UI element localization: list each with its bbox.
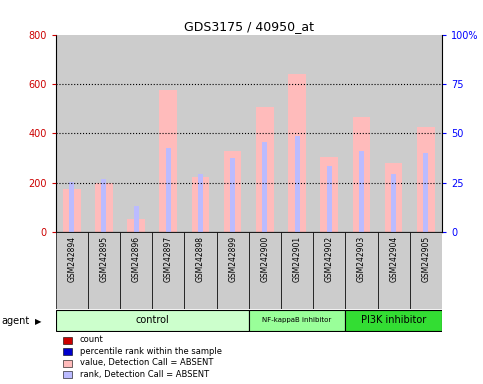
Bar: [120, 35, 152, 232]
Bar: [69, 182, 74, 232]
Text: GSM242900: GSM242900: [260, 236, 270, 282]
Text: NF-kappaB inhibitor: NF-kappaB inhibitor: [262, 317, 332, 323]
Bar: [385, 163, 402, 232]
Bar: [88, 35, 120, 232]
Bar: [410, 232, 442, 309]
Text: control: control: [135, 315, 169, 325]
Text: GSM242903: GSM242903: [357, 236, 366, 282]
Bar: [327, 166, 332, 232]
Text: percentile rank within the sample: percentile rank within the sample: [80, 347, 222, 356]
Bar: [262, 142, 267, 232]
Bar: [152, 232, 185, 309]
Bar: [56, 35, 88, 232]
Title: GDS3175 / 40950_at: GDS3175 / 40950_at: [184, 20, 314, 33]
Bar: [120, 232, 152, 309]
Bar: [249, 35, 281, 232]
Text: agent: agent: [1, 316, 29, 326]
Bar: [56, 232, 88, 309]
Bar: [345, 310, 442, 331]
Bar: [192, 177, 209, 232]
Bar: [345, 35, 378, 232]
Bar: [410, 35, 442, 232]
Bar: [198, 174, 203, 232]
Text: PI3K inhibitor: PI3K inhibitor: [361, 315, 426, 325]
Bar: [127, 219, 145, 232]
Bar: [249, 232, 281, 309]
Text: ▶: ▶: [35, 317, 41, 326]
Bar: [152, 35, 185, 232]
Bar: [288, 74, 306, 232]
Text: GSM242905: GSM242905: [421, 236, 430, 282]
Bar: [313, 35, 345, 232]
Bar: [95, 183, 113, 232]
Bar: [63, 189, 81, 232]
Text: count: count: [80, 335, 103, 344]
Bar: [56, 310, 249, 331]
Bar: [313, 232, 345, 309]
Text: GSM242896: GSM242896: [131, 236, 141, 282]
Bar: [424, 153, 428, 232]
Bar: [281, 35, 313, 232]
Text: GSM242901: GSM242901: [293, 236, 301, 282]
Bar: [378, 232, 410, 309]
Text: GSM242904: GSM242904: [389, 236, 398, 282]
Text: value, Detection Call = ABSENT: value, Detection Call = ABSENT: [80, 358, 213, 367]
Text: GSM242894: GSM242894: [67, 236, 76, 282]
Bar: [185, 35, 216, 232]
Bar: [166, 148, 170, 232]
Bar: [185, 232, 216, 309]
Bar: [159, 90, 177, 232]
Bar: [320, 157, 338, 232]
Bar: [353, 118, 370, 232]
Bar: [88, 232, 120, 309]
Bar: [417, 127, 435, 232]
Bar: [134, 206, 139, 232]
Bar: [378, 35, 410, 232]
Bar: [359, 151, 364, 232]
Bar: [295, 136, 299, 232]
Bar: [224, 151, 242, 232]
Bar: [256, 108, 274, 232]
Text: GSM242898: GSM242898: [196, 236, 205, 282]
Text: rank, Detection Call = ABSENT: rank, Detection Call = ABSENT: [80, 370, 209, 379]
Bar: [230, 158, 235, 232]
Bar: [249, 310, 345, 331]
Text: GSM242899: GSM242899: [228, 236, 237, 282]
Bar: [391, 174, 396, 232]
Bar: [101, 179, 106, 232]
Bar: [216, 232, 249, 309]
Bar: [216, 35, 249, 232]
Text: GSM242895: GSM242895: [99, 236, 108, 282]
Bar: [345, 232, 378, 309]
Bar: [281, 232, 313, 309]
Text: GSM242902: GSM242902: [325, 236, 334, 282]
Text: GSM242897: GSM242897: [164, 236, 173, 282]
